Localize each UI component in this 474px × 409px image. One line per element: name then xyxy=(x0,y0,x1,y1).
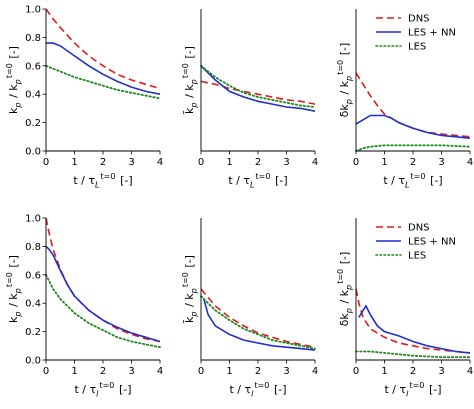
legend: DNS LES + NN LES xyxy=(375,223,456,262)
x-tick-label: 1 xyxy=(226,366,232,377)
x-tick-label: 1 xyxy=(71,157,77,168)
y-tick-label: 0.2 xyxy=(25,327,41,338)
x-tick-label: 4 xyxy=(312,366,318,377)
x-tick-label: 1 xyxy=(381,157,387,168)
series-line-les xyxy=(355,350,471,359)
x-tick-label: 3 xyxy=(283,366,289,377)
x-axis-label: t / τl t=0 [-] xyxy=(229,381,286,398)
series-line-dns xyxy=(200,288,316,348)
series-line-les xyxy=(45,273,161,349)
x-tick-label: 4 xyxy=(467,366,473,377)
chart-panel-5: 0 1 2 3 4 t / τl t=0 [-] k̃p / kp t=0 [-] xyxy=(181,218,318,398)
x-tick-label: 2 xyxy=(255,157,261,168)
chart-panel-1: 0 1 2 3 4 0.0 0.2 0.4 0.6 0.8 1.0 t / τL t=0 [-] kp … xyxy=(5,5,163,190)
y-tick-label: 1.0 xyxy=(25,5,41,16)
x-tick-label: 0 xyxy=(43,366,49,377)
y-axis-label: δkp / kp t=0 [-] xyxy=(336,43,353,118)
x-tick-label: 4 xyxy=(157,366,163,377)
y-tick-label: 0.8 xyxy=(25,242,41,253)
x-tick-label: 1 xyxy=(381,366,387,377)
x-tick-label: 2 xyxy=(255,366,261,377)
chart-panel-4: 0 1 2 3 4 0.0 0.2 0.4 0.6 0.8 1.0 t / τl t=0 [-] kp … xyxy=(5,214,163,399)
y-tick-label: 1.0 xyxy=(25,214,41,225)
series-line-dns xyxy=(200,80,316,105)
series-line-les xyxy=(45,64,161,100)
x-tick-label: 0 xyxy=(353,157,359,168)
y-tick-label: 0.0 xyxy=(25,356,41,367)
chart-panel-6: 0 1 2 3 4 t / τl t=0 [-] δkp / kp t=0 [-] DNS LE… xyxy=(336,218,473,398)
x-tick-label: 3 xyxy=(128,157,134,168)
series-line-les-nn xyxy=(45,245,161,343)
x-tick-label: 0 xyxy=(198,366,204,377)
y-axis-label: k̃p / kp t=0 [-] xyxy=(181,46,198,115)
legend-label: DNS xyxy=(408,14,430,25)
series-line-les-nn xyxy=(355,114,471,139)
legend-label: LES + NN xyxy=(408,237,456,248)
series-line-dns xyxy=(45,217,161,343)
x-tick-label: 0 xyxy=(353,366,359,377)
x-tick-label: 0 xyxy=(43,157,49,168)
y-axis-label: δkp / kp t=0 [-] xyxy=(336,252,353,327)
x-tick-label: 1 xyxy=(71,366,77,377)
series-line-dns xyxy=(355,288,471,354)
x-tick-label: 2 xyxy=(410,157,416,168)
y-tick-label: 0.8 xyxy=(25,33,41,44)
chart-panel-3: 0 1 2 3 4 t / τL t=0 [-] δkp / kp t=0 [-] DNS LE… xyxy=(336,9,473,189)
x-tick-label: 3 xyxy=(128,366,134,377)
series-line-les-nn xyxy=(200,65,316,112)
y-axis-label: k̃p / kp t=0 [-] xyxy=(181,255,198,324)
y-axis-label: kp / kp t=0 [-] xyxy=(5,46,22,114)
x-axis-label: t / τL t=0 [-] xyxy=(228,172,287,189)
legend: DNS LES + NN LES xyxy=(375,14,456,53)
y-tick-label: 0.6 xyxy=(25,270,41,281)
x-tick-label: 2 xyxy=(100,366,106,377)
legend-label: DNS xyxy=(408,223,430,234)
x-tick-label: 4 xyxy=(467,157,473,168)
x-tick-label: 4 xyxy=(157,157,163,168)
legend-label: LES + NN xyxy=(408,28,456,39)
y-tick-label: 0.0 xyxy=(25,147,41,158)
y-tick-label: 0.2 xyxy=(25,118,41,129)
x-tick-label: 2 xyxy=(100,157,106,168)
series-line-les xyxy=(200,295,316,350)
x-tick-label: 3 xyxy=(438,157,444,168)
y-tick-label: 0.4 xyxy=(25,90,41,101)
x-axis-label: t / τl t=0 [-] xyxy=(74,381,131,398)
series-line-les-nn xyxy=(46,42,161,95)
x-tick-label: 2 xyxy=(410,366,416,377)
x-tick-label: 3 xyxy=(438,366,444,377)
series-line-les xyxy=(200,64,316,108)
y-tick-label: 0.4 xyxy=(25,299,41,310)
legend-label: LES xyxy=(408,42,426,53)
y-axis-label: kp / kp t=0 [-] xyxy=(5,255,22,323)
x-axis-label: t / τL t=0 [-] xyxy=(73,172,132,189)
series-line-les xyxy=(355,144,471,152)
x-axis-label: t / τL t=0 [-] xyxy=(383,172,442,189)
x-axis-label: t / τl t=0 [-] xyxy=(384,381,441,398)
series-line-dns xyxy=(355,72,471,138)
chart-panel-2: 0 1 2 3 4 t / τL t=0 [-] k̃p / kp t=0 [-] xyxy=(181,9,318,189)
series-line-les-nn xyxy=(358,304,471,354)
x-tick-label: 4 xyxy=(312,157,318,168)
legend-label: LES xyxy=(408,251,426,262)
series-line-dns xyxy=(45,8,161,90)
x-tick-label: 1 xyxy=(226,157,232,168)
x-tick-label: 0 xyxy=(198,157,204,168)
x-tick-label: 3 xyxy=(283,157,289,168)
y-tick-label: 0.6 xyxy=(25,61,41,72)
series-line-les-nn xyxy=(203,298,316,351)
